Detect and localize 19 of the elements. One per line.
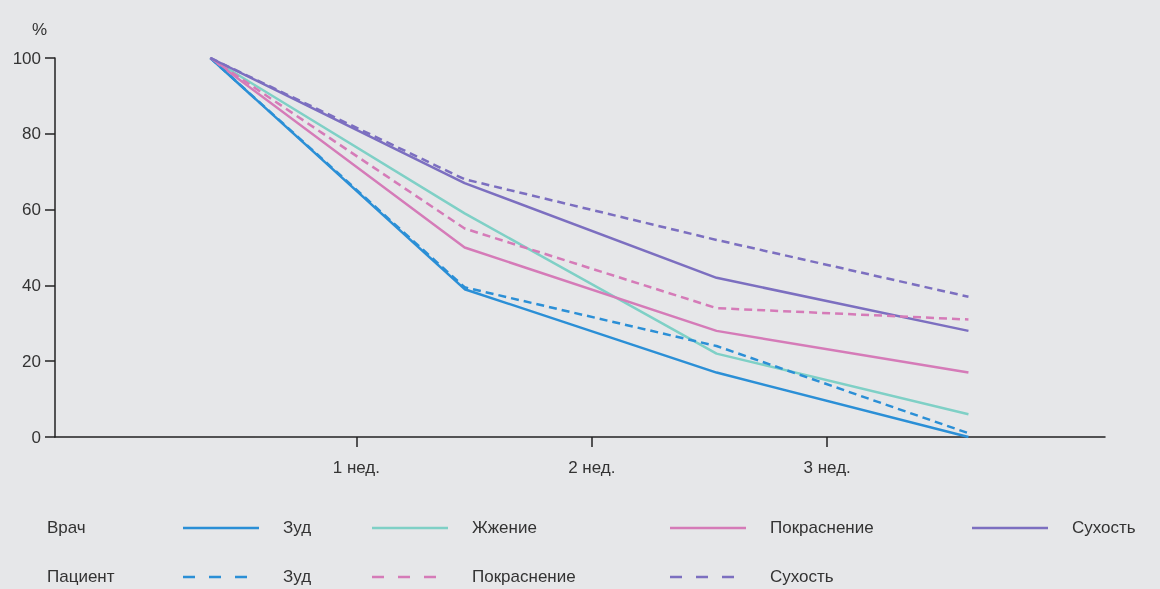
text: Врач [47, 518, 86, 538]
y-tick-label: 0 [31, 427, 41, 447]
legend-label: Зуд [283, 518, 312, 538]
y-tick-label: 100 [12, 48, 41, 68]
legend-label: Покраснение [472, 567, 576, 587]
y-tick-label: 80 [22, 124, 41, 144]
legend-label: Сухость [770, 567, 834, 587]
y-tick-label: 20 [22, 351, 41, 371]
text: Пациент [47, 567, 115, 587]
legend-label: Зуд [283, 567, 312, 587]
x-tick-label: 1 нед. [332, 458, 380, 477]
y-axis-title: % [31, 20, 47, 39]
legend-label: Жжение [472, 518, 537, 538]
legend-label: Сухость [1072, 518, 1136, 538]
legend-label: Покраснение [770, 518, 874, 538]
x-tick-label: 3 нед. [803, 458, 851, 477]
x-tick-label: 2 нед. [568, 458, 616, 477]
y-tick-label: 60 [22, 200, 41, 220]
y-tick-label: 40 [22, 275, 41, 295]
